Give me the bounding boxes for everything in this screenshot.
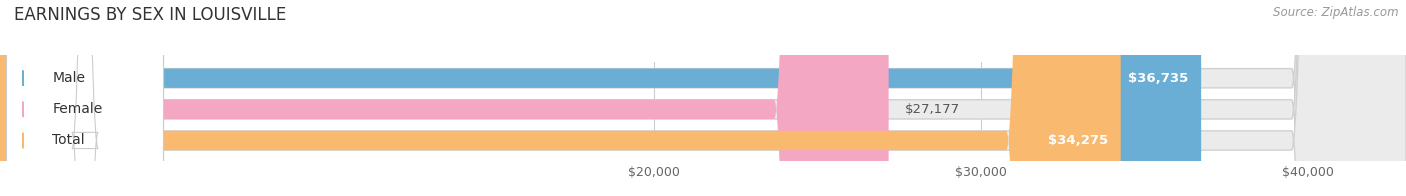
FancyBboxPatch shape — [7, 0, 163, 196]
Text: $36,735: $36,735 — [1128, 72, 1188, 85]
FancyBboxPatch shape — [0, 0, 1121, 196]
Text: EARNINGS BY SEX IN LOUISVILLE: EARNINGS BY SEX IN LOUISVILLE — [14, 6, 287, 24]
FancyBboxPatch shape — [7, 0, 163, 196]
Text: Female: Female — [52, 102, 103, 116]
FancyBboxPatch shape — [7, 0, 163, 196]
Text: $27,177: $27,177 — [905, 103, 960, 116]
FancyBboxPatch shape — [0, 0, 889, 196]
Text: Male: Male — [52, 71, 86, 85]
Text: Total: Total — [52, 133, 84, 147]
Text: $34,275: $34,275 — [1047, 134, 1108, 147]
FancyBboxPatch shape — [0, 0, 1201, 196]
Text: Source: ZipAtlas.com: Source: ZipAtlas.com — [1274, 6, 1399, 19]
